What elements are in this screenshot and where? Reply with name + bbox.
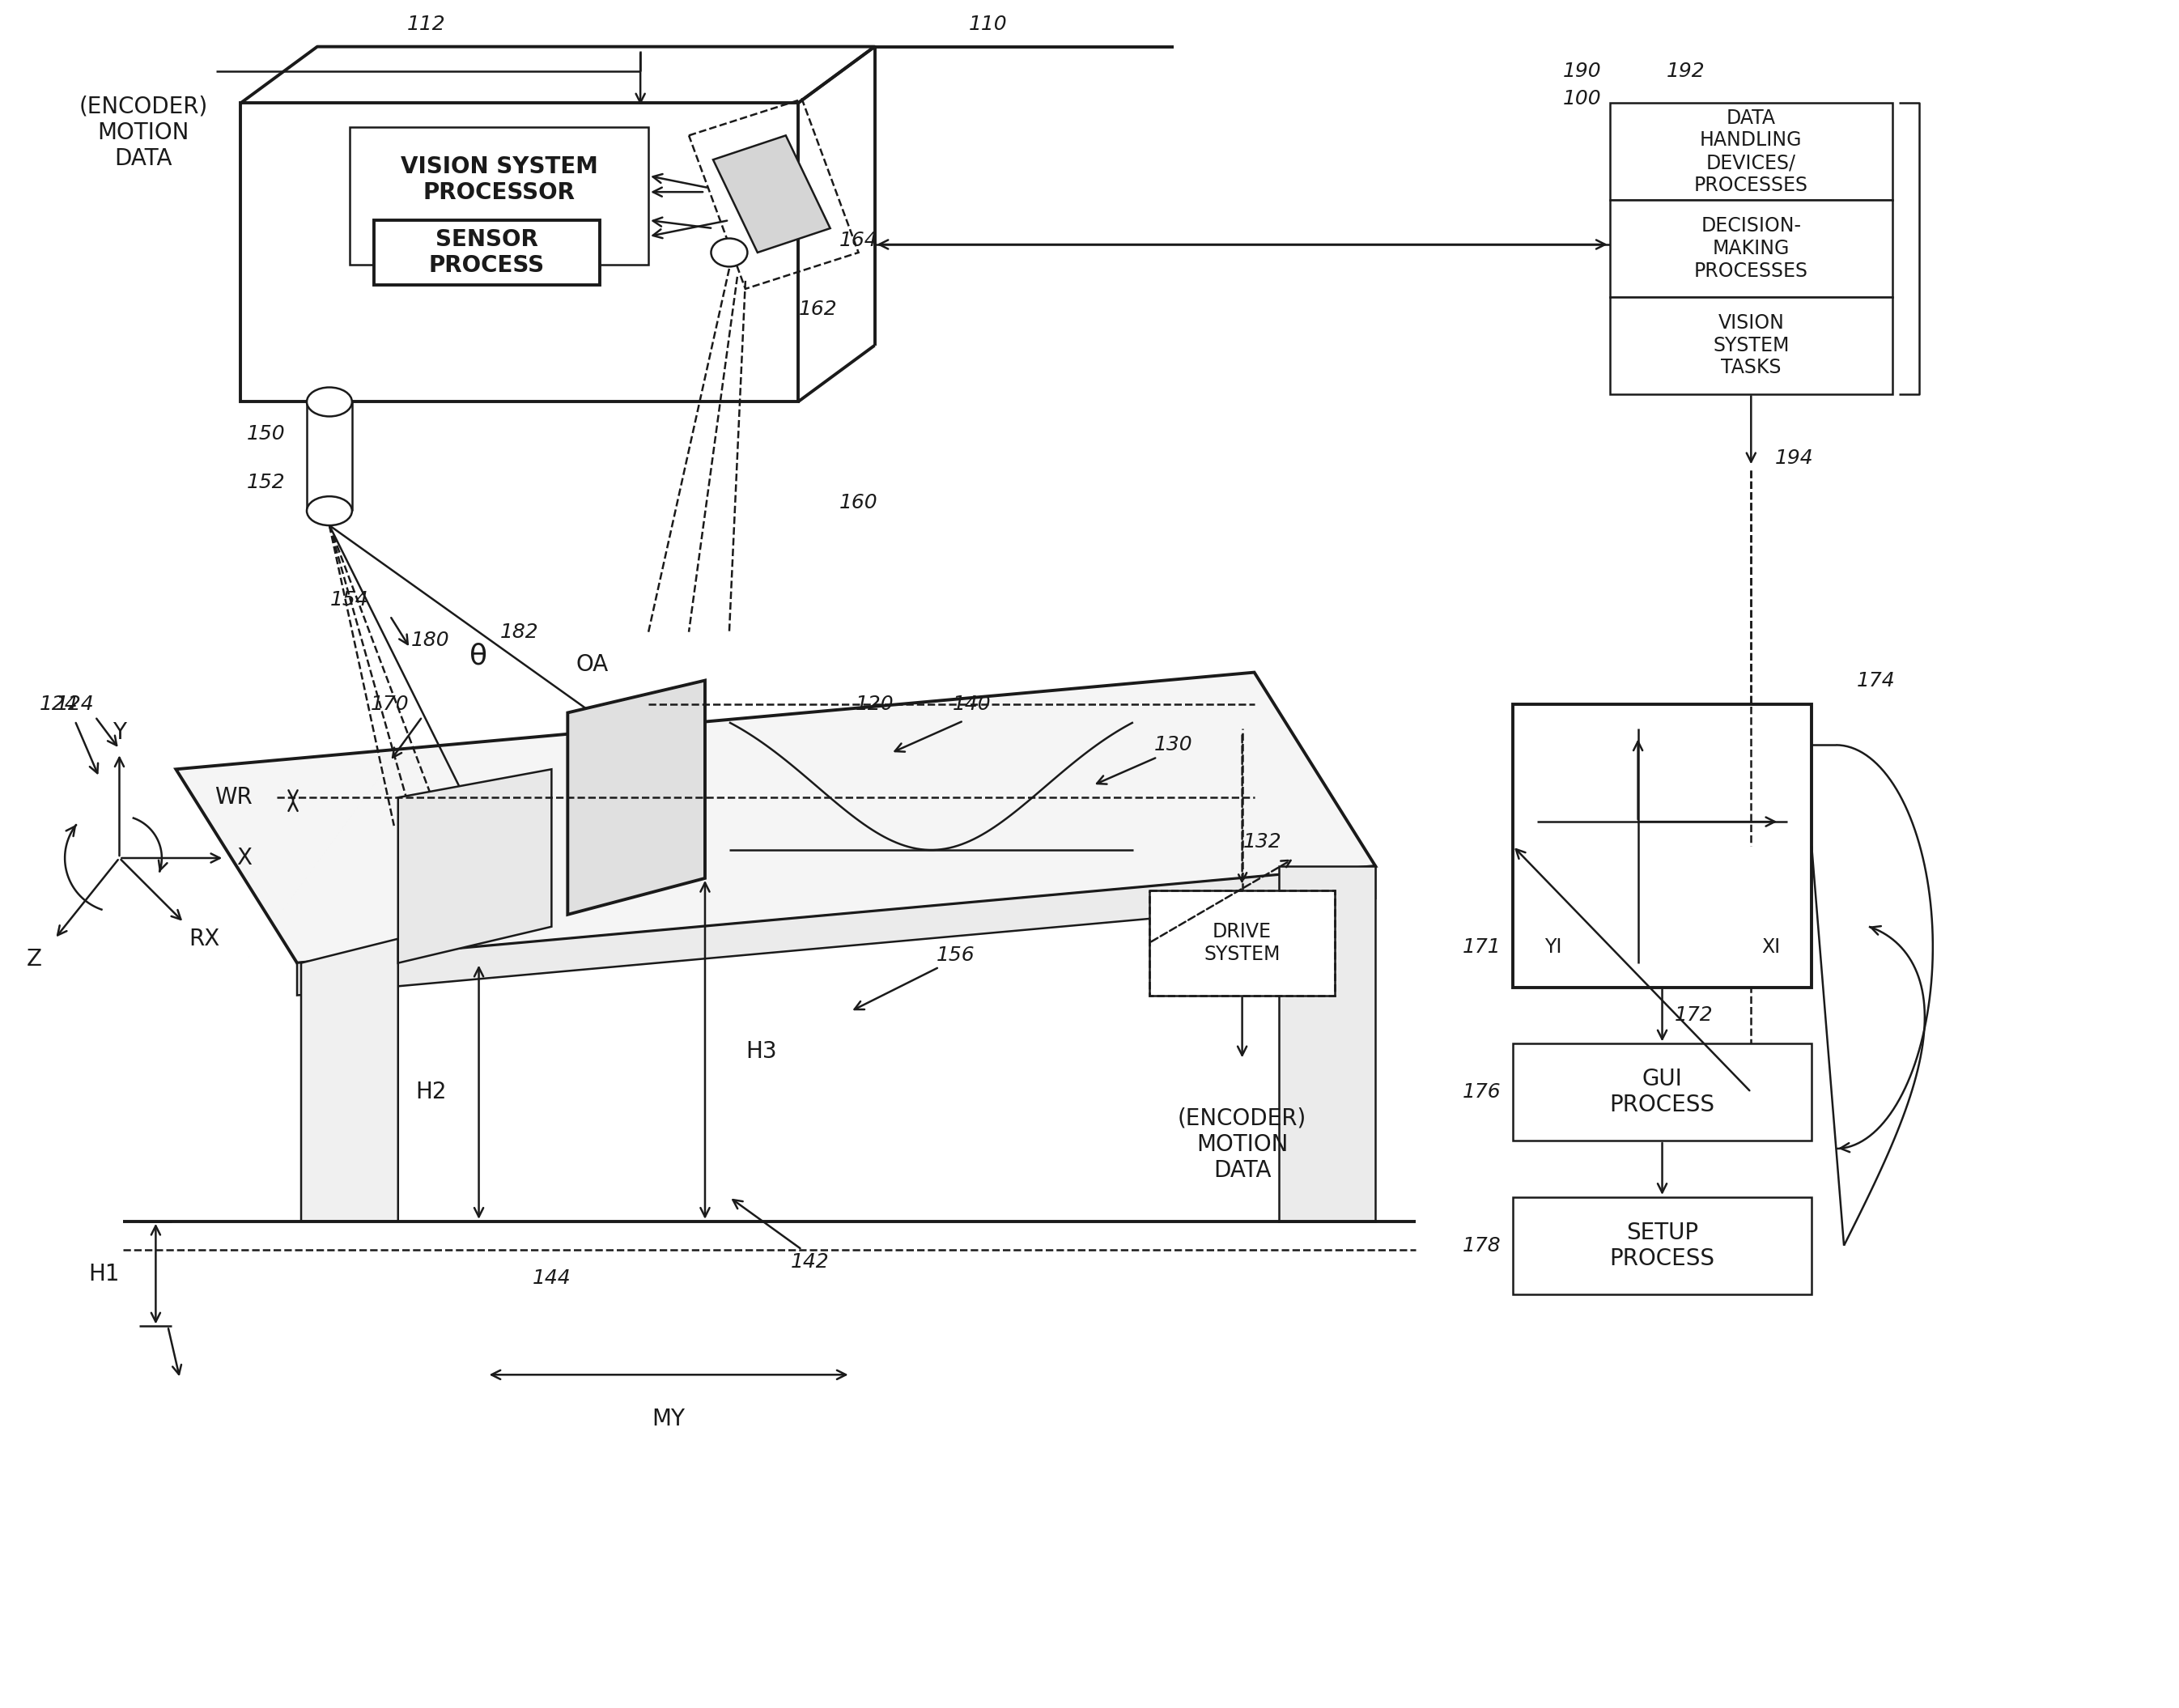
Text: YI: YI (1545, 938, 1562, 956)
Text: X: X (238, 847, 253, 869)
Ellipse shape (307, 497, 353, 526)
Text: RX: RX (190, 927, 220, 950)
Text: 162: 162 (800, 299, 837, 319)
Text: 100: 100 (1562, 89, 1602, 109)
Text: 170: 170 (370, 695, 410, 714)
Text: 182: 182 (499, 622, 538, 642)
Polygon shape (713, 135, 830, 253)
Text: 132: 132 (1242, 832, 1281, 852)
Text: 180: 180 (412, 630, 449, 649)
Text: 171: 171 (1462, 938, 1501, 956)
Text: 194: 194 (1776, 449, 1813, 468)
Text: 110: 110 (967, 14, 1007, 34)
Polygon shape (176, 673, 1375, 963)
Text: Z: Z (26, 948, 41, 970)
Text: WR: WR (216, 786, 253, 810)
Text: OA: OA (575, 652, 608, 676)
Text: 130: 130 (1155, 736, 1192, 755)
Bar (1512, 1044, 1811, 1141)
Ellipse shape (710, 239, 747, 266)
Bar (1512, 1197, 1811, 1295)
Text: H2: H2 (416, 1081, 447, 1103)
Text: H3: H3 (745, 1040, 776, 1062)
Text: SENSOR
PROCESS: SENSOR PROCESS (429, 229, 545, 277)
Polygon shape (301, 939, 399, 1221)
Text: 160: 160 (839, 494, 878, 512)
Text: 164: 164 (839, 231, 878, 249)
Text: MY: MY (652, 1407, 684, 1431)
Text: 172: 172 (1673, 1006, 1713, 1025)
Bar (1148, 890, 1336, 996)
Text: SETUP
PROCESS: SETUP PROCESS (1610, 1221, 1715, 1271)
Bar (1610, 297, 1891, 395)
Text: 142: 142 (791, 1252, 830, 1271)
Bar (1512, 705, 1811, 987)
Text: 140: 140 (952, 695, 991, 714)
Text: 174: 174 (1857, 671, 1896, 690)
Text: GUI
PROCESS: GUI PROCESS (1610, 1068, 1715, 1117)
Text: 124: 124 (57, 695, 94, 714)
Polygon shape (399, 769, 551, 963)
Text: 112: 112 (407, 14, 445, 34)
Bar (349, 128, 649, 265)
Text: 124: 124 (39, 695, 78, 714)
Text: VISION SYSTEM
PROCESSOR: VISION SYSTEM PROCESSOR (401, 155, 597, 205)
Text: 190: 190 (1562, 61, 1602, 80)
Polygon shape (1279, 866, 1375, 1221)
Text: VISION
SYSTEM
TASKS: VISION SYSTEM TASKS (1713, 313, 1789, 377)
Ellipse shape (307, 388, 353, 417)
Polygon shape (296, 866, 1375, 996)
Text: 178: 178 (1462, 1237, 1501, 1255)
Text: Y: Y (113, 721, 126, 745)
Text: 156: 156 (937, 945, 974, 965)
Bar (1610, 102, 1891, 200)
Bar (240, 102, 798, 401)
Text: DECISION-
MAKING
PROCESSES: DECISION- MAKING PROCESSES (1693, 217, 1809, 280)
Text: 120: 120 (856, 695, 893, 714)
Bar (1610, 200, 1891, 297)
Text: 144: 144 (532, 1267, 571, 1288)
Text: (ENCODER)
MOTION
DATA: (ENCODER) MOTION DATA (78, 96, 207, 171)
Polygon shape (569, 680, 706, 914)
Text: (ENCODER)
MOTION
DATA: (ENCODER) MOTION DATA (1177, 1107, 1307, 1182)
Bar (1148, 890, 1336, 996)
Text: 152: 152 (246, 473, 285, 492)
Text: 150: 150 (246, 425, 285, 444)
Bar (375, 220, 599, 285)
Text: DRIVE
SYSTEM: DRIVE SYSTEM (1205, 922, 1281, 963)
Text: XI: XI (1763, 938, 1780, 956)
Text: θ: θ (471, 642, 488, 670)
Text: 154: 154 (331, 589, 368, 610)
Text: H1: H1 (87, 1262, 120, 1284)
Text: DATA
HANDLING
DEVICES/
PROCESSES: DATA HANDLING DEVICES/ PROCESSES (1693, 108, 1809, 195)
Text: 192: 192 (1667, 61, 1704, 80)
Text: 176: 176 (1462, 1083, 1501, 1102)
